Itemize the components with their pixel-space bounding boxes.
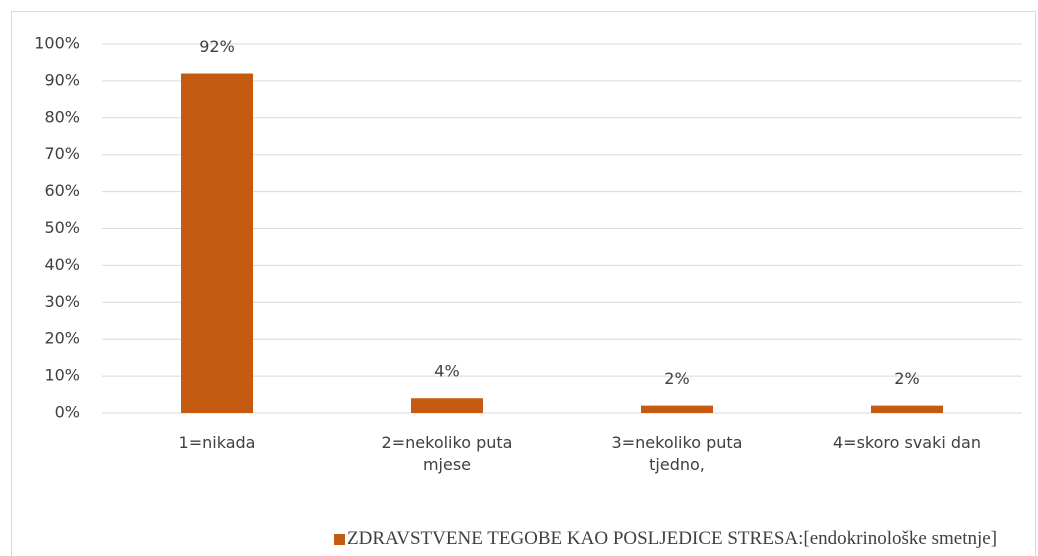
y-tick-label: 30% [44,292,80,311]
chart-border [11,11,1036,556]
legend-swatch [334,534,345,545]
bar [641,405,713,413]
data-label: 92% [199,37,235,56]
y-tick-label: 10% [44,366,80,385]
bar [411,398,483,413]
y-tick-label: 40% [44,255,80,274]
y-tick-label: 90% [44,70,80,89]
y-tick-label: 80% [44,107,80,126]
data-label: 2% [894,369,919,388]
y-tick-label: 20% [44,329,80,348]
x-tick-label: 2=nekoliko puta mjese [381,433,513,474]
x-tick-label: 4=skoro svaki dan [832,433,981,452]
bar [871,405,943,413]
data-label: 4% [434,362,459,381]
legend-label: ZDRAVSTVENE TEGOBE KAO POSLJEDICE STRESA… [347,528,998,549]
y-tick-label: 60% [44,181,80,200]
bar [181,73,253,414]
x-tick-label: 3=nekoliko puta tjedno, [611,433,743,474]
data-label: 2% [664,369,689,388]
x-tick-label: 1=nikada [178,433,256,452]
y-tick-label: 70% [44,144,80,163]
y-tick-label: 100% [34,34,80,53]
y-tick-label: 50% [44,218,80,237]
y-tick-label: 0% [55,403,80,422]
